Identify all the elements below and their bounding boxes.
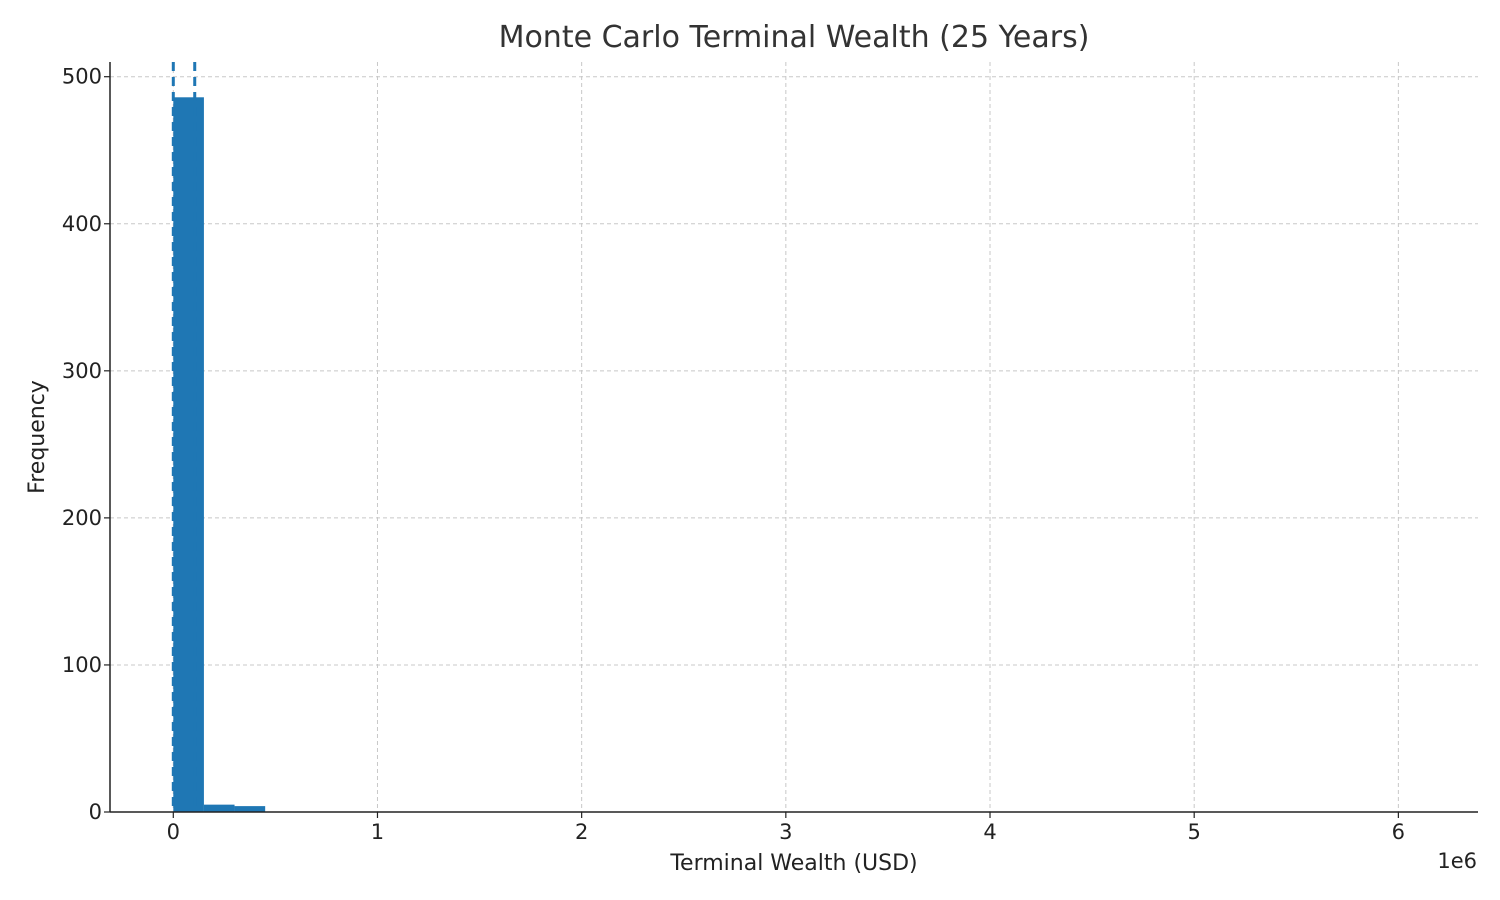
x-axis-offset-label: 1e6 [1437,849,1477,873]
x-tick-label: 2 [575,820,588,844]
histogram-bar [234,806,266,812]
x-tick-label: 3 [779,820,792,844]
x-tick-label: 4 [983,820,996,844]
axes [109,62,1478,813]
chart-title: Monte Carlo Terminal Wealth (25 Years) [499,20,1090,55]
y-axis-label: Frequency [25,380,50,494]
histogram-bars [173,97,266,812]
grid-lines [110,62,1478,813]
axis-ticks: 0 1 2 3 4 5 6 0 100 200 300 400 500 [62,65,1405,844]
x-tick-label: 6 [1392,820,1405,844]
histogram-bar [173,97,204,812]
y-tick-label: 500 [62,65,102,89]
y-tick-label: 0 [89,800,102,824]
y-tick-label: 300 [62,359,102,383]
x-axis-label: Terminal Wealth (USD) [669,851,917,876]
y-tick-label: 200 [62,506,102,530]
y-tick-label: 400 [62,212,102,236]
x-tick-label: 1 [371,820,384,844]
x-tick-label: 0 [167,820,180,844]
histogram-bar [203,804,235,812]
x-tick-label: 5 [1188,820,1201,844]
reference-lines [171,62,197,812]
y-tick-label: 100 [62,653,102,677]
